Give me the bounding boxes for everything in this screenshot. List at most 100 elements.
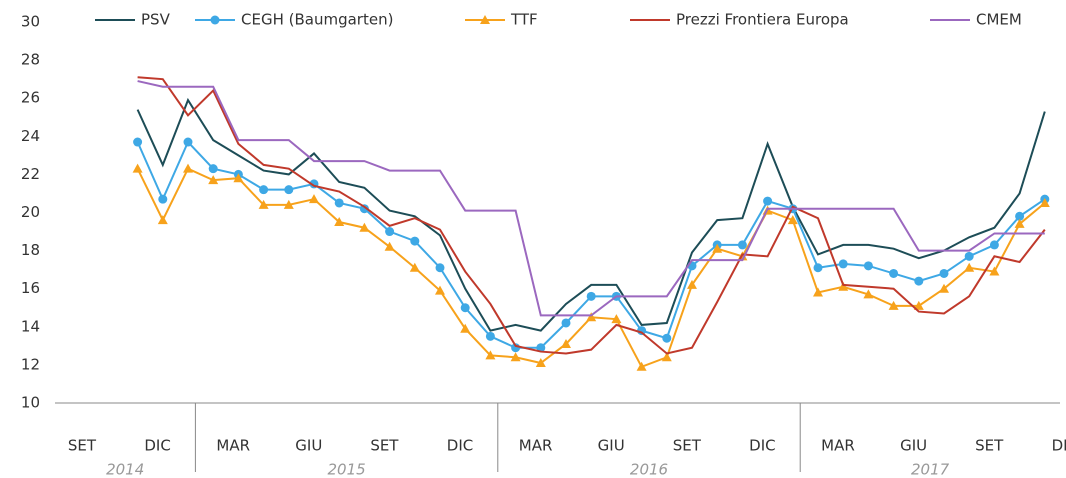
legend-label: TTF [510, 11, 538, 29]
point [888, 300, 899, 310]
year-label: 2017 [911, 461, 950, 478]
y-tick-label: 14 [21, 317, 40, 335]
series-line [137, 76, 1046, 355]
point [636, 361, 647, 371]
point [939, 283, 949, 293]
point [359, 222, 370, 232]
point [1039, 197, 1050, 207]
series-line [136, 167, 1046, 369]
x-tick-label: SET [975, 437, 1004, 455]
point [611, 314, 622, 324]
x-tick-label: GIU [295, 437, 322, 455]
point [284, 185, 294, 195]
y-tick-label: 30 [21, 13, 40, 31]
series-line [136, 97, 1046, 332]
x-tick-label: DIC [1052, 437, 1066, 455]
y-tick-label: 10 [21, 394, 40, 412]
y-tick-label: 18 [21, 241, 40, 259]
x-tick-label: MAR [821, 437, 855, 455]
y-tick-label: 24 [21, 127, 40, 145]
x-tick-label: MAR [519, 437, 553, 455]
legend-label: PSV [141, 11, 171, 29]
point [210, 15, 220, 25]
point [334, 198, 344, 208]
point [1014, 218, 1025, 228]
point [661, 352, 672, 362]
point [964, 262, 975, 272]
point [889, 268, 899, 278]
point [334, 217, 345, 227]
y-tick-label: 26 [21, 89, 40, 107]
legend-label: CMEM [976, 11, 1022, 29]
point [1015, 211, 1025, 221]
point [233, 173, 244, 183]
point [535, 357, 546, 367]
point [989, 266, 1000, 276]
x-tick-label: GIU [900, 437, 927, 455]
point [863, 261, 873, 271]
point [409, 262, 420, 272]
point [787, 215, 798, 225]
year-label: 2014 [106, 461, 144, 478]
point [435, 263, 445, 273]
point [536, 343, 546, 353]
series-line [137, 80, 1045, 317]
x-tick-label: SET [370, 437, 399, 455]
point [586, 312, 597, 322]
point [435, 285, 445, 295]
point [384, 241, 395, 251]
point [763, 196, 773, 206]
point [586, 291, 596, 301]
point [259, 185, 269, 195]
point [838, 259, 848, 269]
legend-label: CEGH (Baumgarten) [241, 11, 393, 29]
point [813, 287, 823, 297]
point [838, 281, 849, 291]
point [208, 175, 219, 185]
point [712, 243, 723, 253]
x-tick-label: DIC [144, 437, 170, 455]
point [687, 279, 697, 289]
point [737, 240, 747, 250]
point [158, 194, 168, 204]
x-tick-label: SET [673, 437, 702, 455]
point [460, 303, 470, 313]
point [410, 236, 420, 246]
point [258, 199, 269, 209]
point [480, 15, 490, 24]
y-tick-label: 20 [21, 203, 40, 221]
point [183, 137, 193, 147]
point [939, 268, 949, 278]
x-tick-label: GIU [598, 437, 625, 455]
point [283, 199, 294, 209]
point [863, 289, 874, 299]
point [813, 263, 823, 273]
x-tick-label: DIC [447, 437, 473, 455]
x-tick-label: MAR [216, 437, 250, 455]
point [989, 240, 999, 250]
point [309, 194, 319, 204]
point [133, 137, 143, 147]
point [662, 333, 672, 343]
x-tick-label: SET [68, 437, 97, 455]
legend-label: Prezzi Frontiera Europa [676, 11, 849, 29]
y-tick-label: 22 [21, 165, 40, 183]
point [510, 352, 521, 362]
point [460, 323, 471, 333]
point [914, 276, 924, 286]
point [208, 164, 218, 174]
point [485, 350, 496, 360]
point [561, 318, 571, 328]
point [183, 163, 193, 173]
y-tick-label: 28 [21, 51, 40, 69]
y-tick-label: 16 [21, 279, 40, 297]
point [913, 300, 924, 310]
year-label: 2015 [328, 461, 366, 478]
point [132, 163, 143, 173]
point [157, 215, 168, 225]
point [964, 251, 974, 261]
point [385, 227, 395, 237]
point [561, 338, 571, 348]
x-tick-label: DIC [749, 437, 775, 455]
